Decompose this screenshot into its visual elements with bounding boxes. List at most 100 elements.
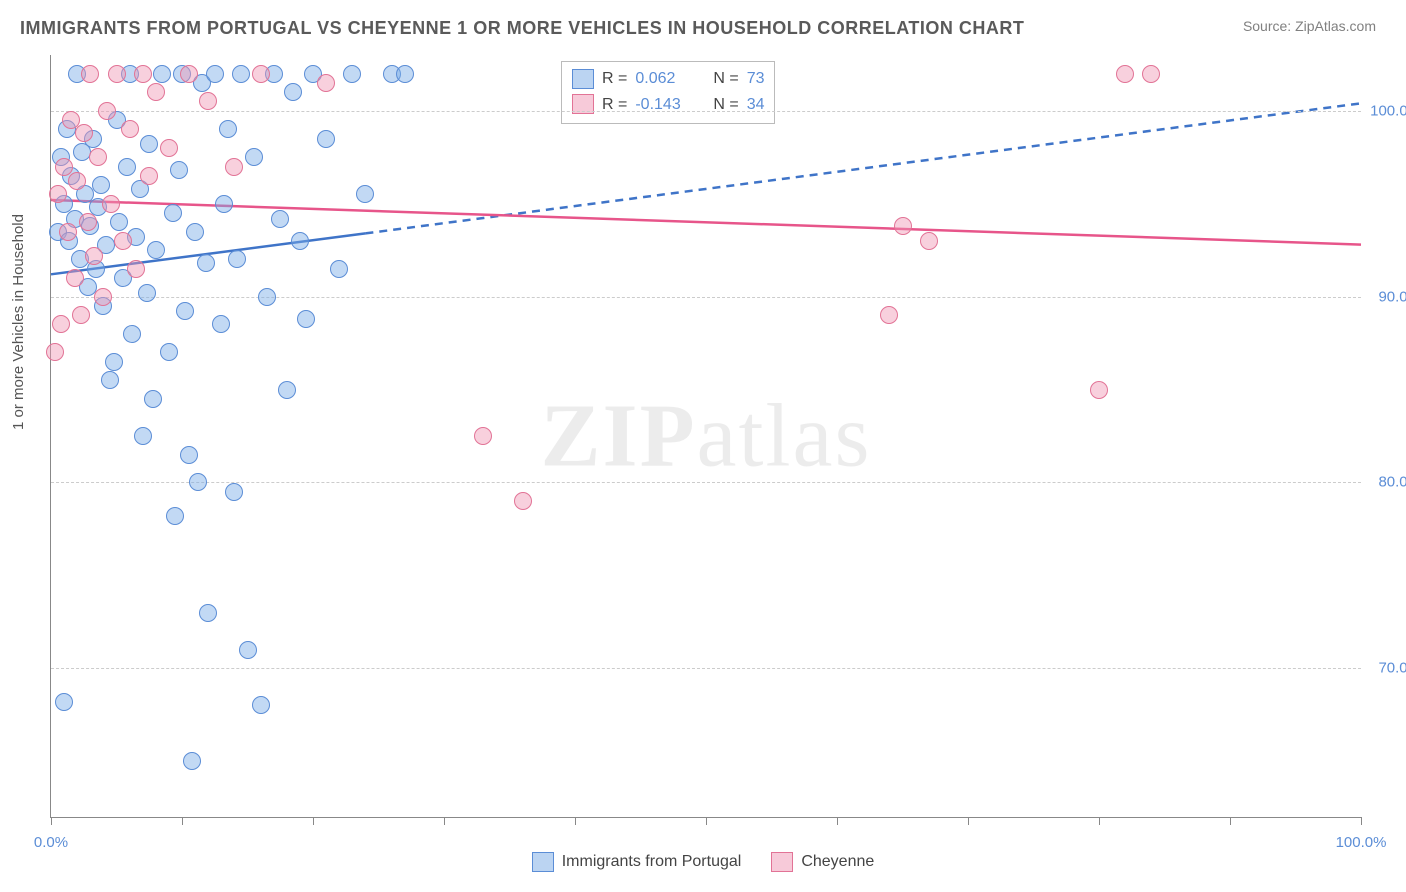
legend-item: Cheyenne <box>771 852 874 872</box>
r-value: -0.143 <box>635 92 705 118</box>
r-value: 0.062 <box>635 66 705 92</box>
plot-area: ZIPatlas R =0.062N =73R =-0.143N =34 70.… <box>50 55 1361 818</box>
data-point <box>140 135 158 153</box>
y-tick-label: 70.0% <box>1378 660 1406 677</box>
x-tick <box>51 817 52 825</box>
data-point <box>127 260 145 278</box>
y-tick-label: 80.0% <box>1378 474 1406 491</box>
data-point <box>170 161 188 179</box>
data-point <box>239 641 257 659</box>
data-point <box>134 65 152 83</box>
data-point <box>474 427 492 445</box>
data-point <box>138 284 156 302</box>
data-point <box>176 302 194 320</box>
chart-title: IMMIGRANTS FROM PORTUGAL VS CHEYENNE 1 O… <box>20 18 1024 39</box>
n-label: N = <box>713 66 738 92</box>
x-tick <box>444 817 445 825</box>
data-point <box>46 343 64 361</box>
x-tick <box>182 817 183 825</box>
x-tick <box>313 817 314 825</box>
trendline-solid <box>51 200 1361 245</box>
data-point <box>284 83 302 101</box>
data-point <box>102 195 120 213</box>
r-label: R = <box>602 92 627 118</box>
y-axis-label: 1 or more Vehicles in Household <box>10 214 27 430</box>
legend-item: Immigrants from Portugal <box>532 852 742 872</box>
data-point <box>396 65 414 83</box>
data-point <box>144 390 162 408</box>
data-point <box>317 130 335 148</box>
data-point <box>356 185 374 203</box>
data-point <box>212 315 230 333</box>
data-point <box>1090 381 1108 399</box>
x-tick <box>837 817 838 825</box>
legend-swatch-icon <box>572 69 594 89</box>
trendlines-svg <box>51 55 1361 817</box>
data-point <box>59 223 77 241</box>
stats-box: R =0.062N =73R =-0.143N =34 <box>561 61 775 124</box>
x-tick-label: 0.0% <box>34 834 68 851</box>
legend-label: Immigrants from Portugal <box>562 853 742 871</box>
gridline <box>51 297 1361 298</box>
data-point <box>219 120 237 138</box>
x-tick <box>1361 817 1362 825</box>
gridline <box>51 668 1361 669</box>
data-point <box>79 213 97 231</box>
data-point <box>89 148 107 166</box>
stats-row: R =-0.143N =34 <box>572 92 764 118</box>
data-point <box>140 167 158 185</box>
data-point <box>94 288 112 306</box>
x-tick <box>575 817 576 825</box>
data-point <box>1116 65 1134 83</box>
data-point <box>101 371 119 389</box>
data-point <box>252 65 270 83</box>
n-value: 34 <box>747 92 765 118</box>
legend-label: Cheyenne <box>801 853 874 871</box>
data-point <box>297 310 315 328</box>
data-point <box>271 210 289 228</box>
data-point <box>232 65 250 83</box>
data-point <box>72 306 90 324</box>
data-point <box>164 204 182 222</box>
data-point <box>85 247 103 265</box>
data-point <box>52 315 70 333</box>
trendline-dashed <box>365 103 1361 233</box>
data-point <box>160 139 178 157</box>
data-point <box>49 185 67 203</box>
data-point <box>189 473 207 491</box>
bottom-legend: Immigrants from Portugal Cheyenne <box>0 852 1406 872</box>
data-point <box>225 483 243 501</box>
data-point <box>134 427 152 445</box>
data-point <box>183 752 201 770</box>
x-tick <box>706 817 707 825</box>
n-value: 73 <box>747 66 765 92</box>
y-tick-label: 90.0% <box>1378 288 1406 305</box>
data-point <box>317 74 335 92</box>
data-point <box>55 158 73 176</box>
data-point <box>180 446 198 464</box>
data-point <box>68 172 86 190</box>
data-point <box>343 65 361 83</box>
r-label: R = <box>602 66 627 92</box>
x-tick <box>1099 817 1100 825</box>
data-point <box>228 250 246 268</box>
source-attribution: Source: ZipAtlas.com <box>1243 18 1376 34</box>
gridline <box>51 482 1361 483</box>
data-point <box>330 260 348 278</box>
data-point <box>98 102 116 120</box>
data-point <box>920 232 938 250</box>
data-point <box>514 492 532 510</box>
data-point <box>199 92 217 110</box>
x-tick-label: 100.0% <box>1336 834 1387 851</box>
data-point <box>147 83 165 101</box>
gridline <box>51 111 1361 112</box>
legend-swatch-icon <box>771 852 793 872</box>
data-point <box>180 65 198 83</box>
data-point <box>199 604 217 622</box>
data-point <box>186 223 204 241</box>
data-point <box>123 325 141 343</box>
data-point <box>245 148 263 166</box>
data-point <box>197 254 215 272</box>
data-point <box>1142 65 1160 83</box>
data-point <box>118 158 136 176</box>
